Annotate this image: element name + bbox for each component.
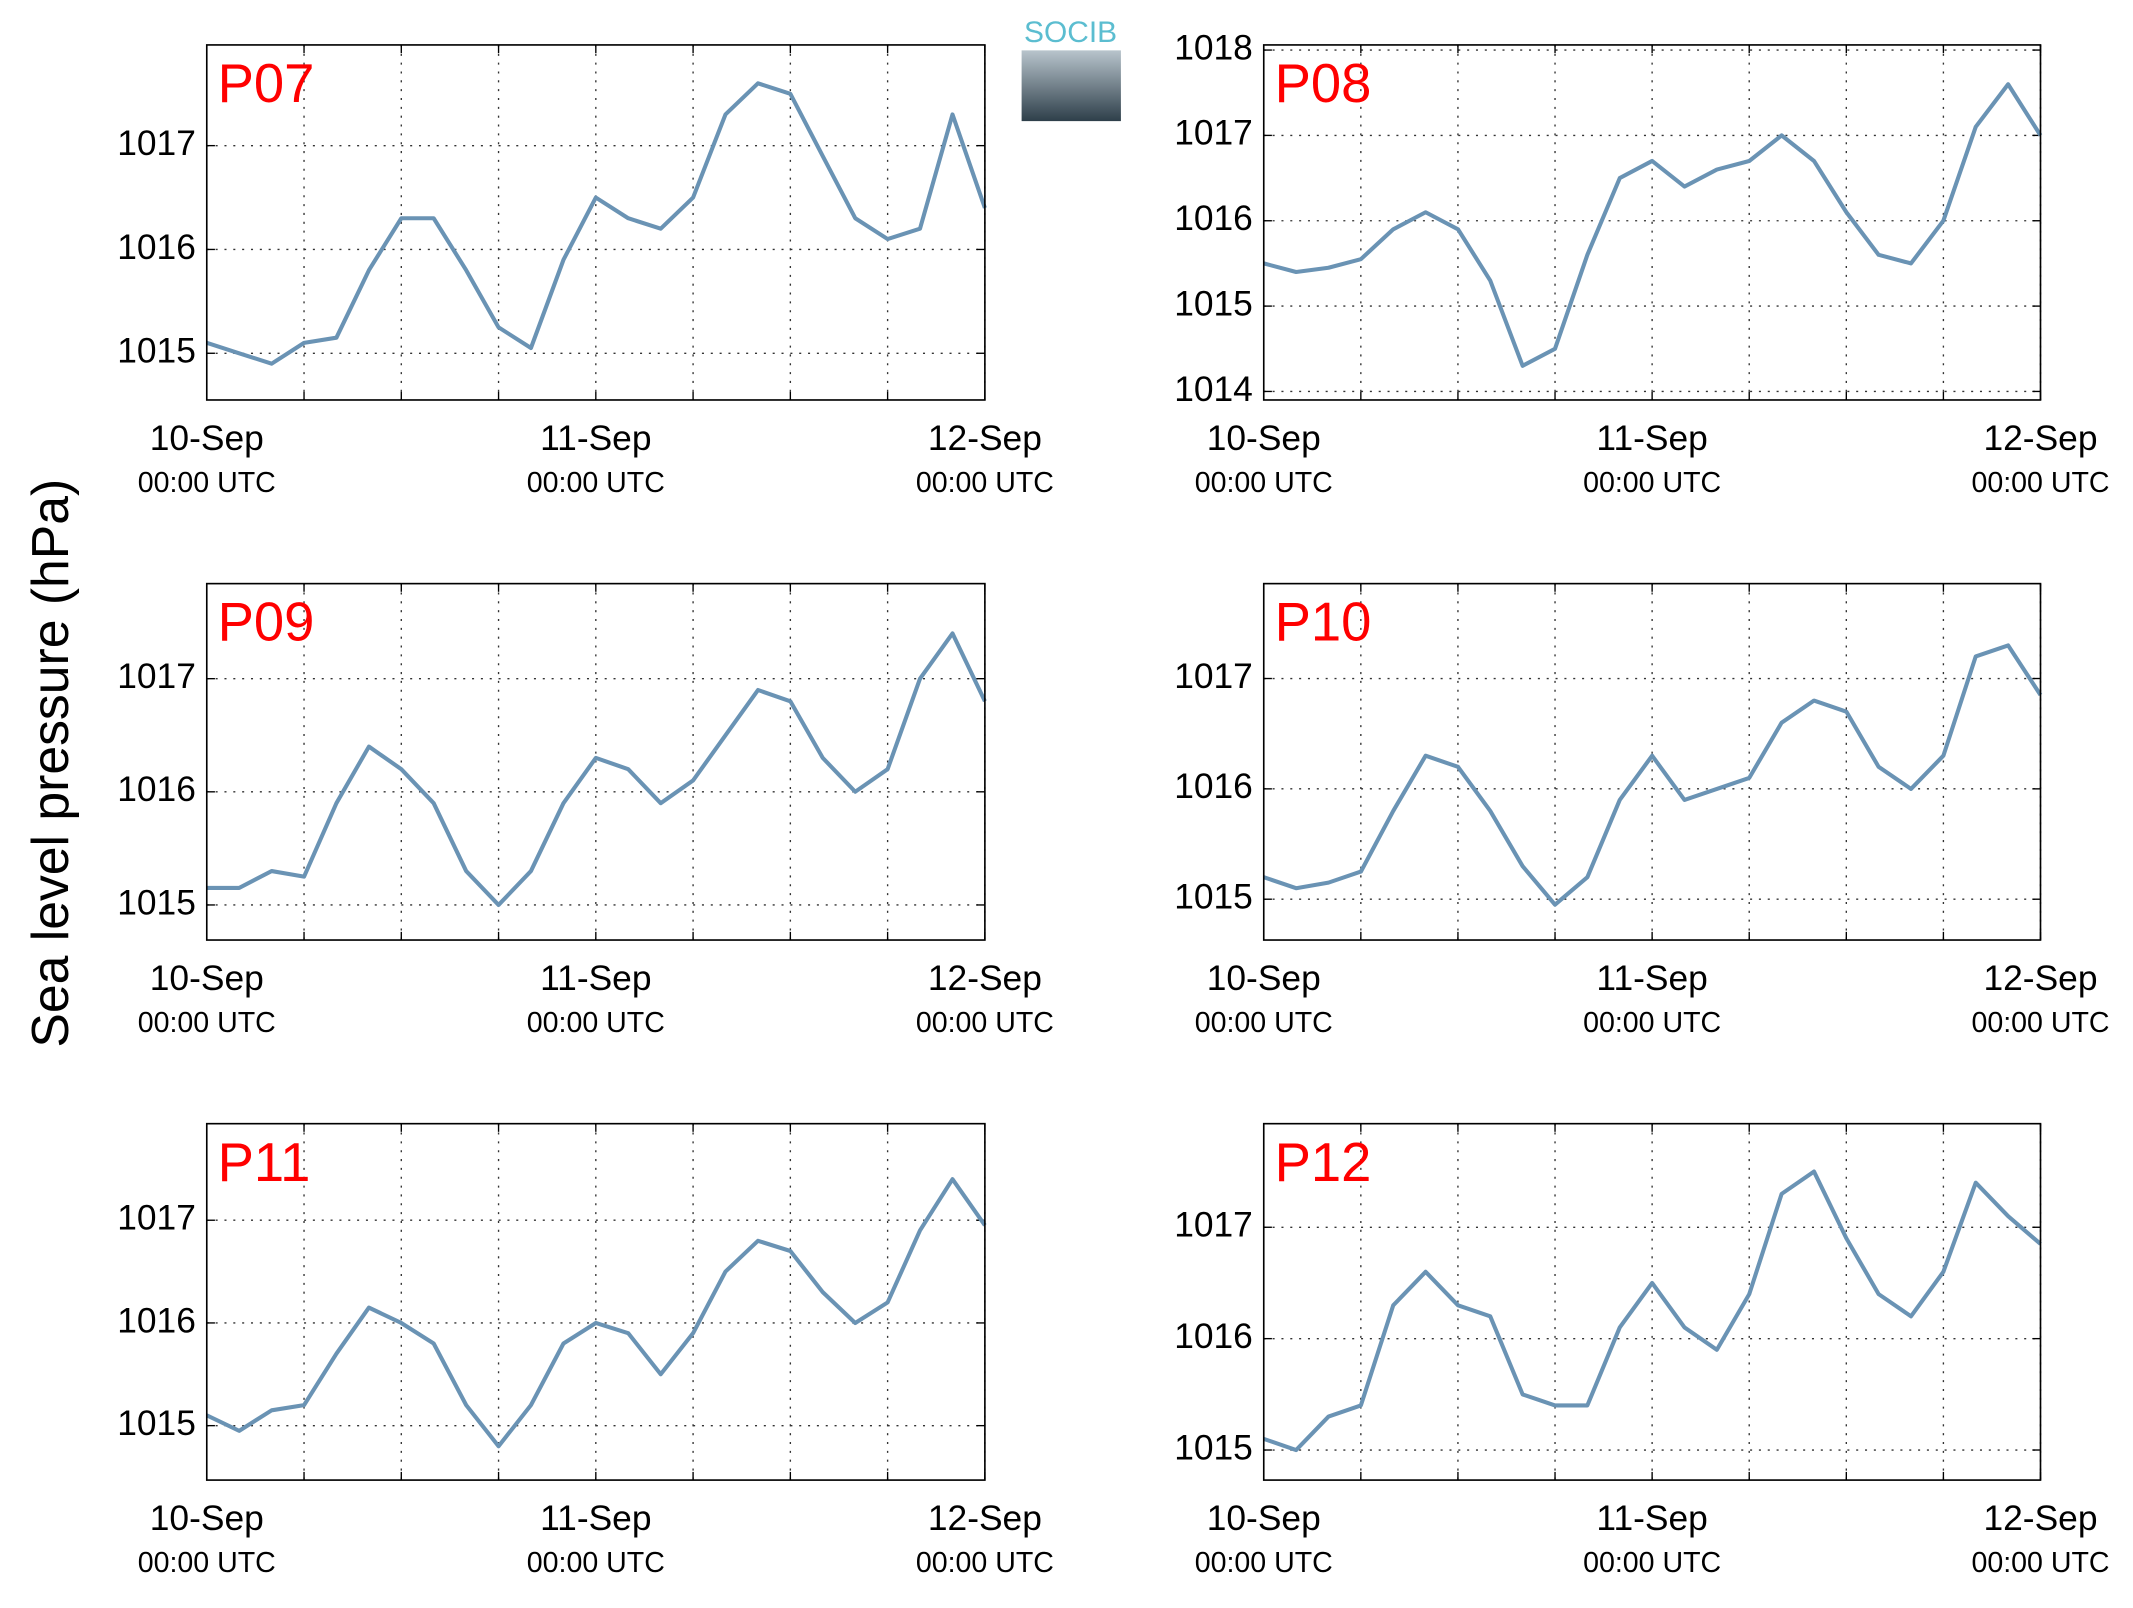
panel-title: P12 — [1275, 1132, 1372, 1193]
panel-title: P09 — [218, 592, 315, 653]
x-tick-label: 11-Sep — [1596, 959, 1707, 998]
y-tick-label: 1016 — [117, 228, 196, 267]
y-tick-label: 1016 — [117, 770, 196, 809]
plot-frame — [205, 44, 986, 401]
x-tick-label: 11-Sep — [540, 1499, 651, 1538]
panel: 1015 1016 1017 10-Sep 00:00 UTC 11-Sep 00:00 U… — [1174, 1122, 2110, 1579]
y-tick-label: 1017 — [117, 1199, 196, 1238]
panel: 1015 1016 1017 10-Sep 00:00 UTC 11-Sep 00:00 U… — [117, 582, 1054, 1039]
y-tick-label: 1015 — [1174, 1428, 1253, 1467]
panel: 1015 1016 1017 10-Sep 00:00 UTC 11-Sep 00:00 U… — [117, 44, 1054, 499]
x-tick-sublabel: 00:00 UTC — [1971, 1007, 2109, 1039]
x-tick-sublabel: 00:00 UTC — [527, 1007, 665, 1039]
x-tick-label: 11-Sep — [540, 419, 651, 458]
y-tick-label: 1017 — [1174, 114, 1253, 153]
data-line — [1263, 1169, 2042, 1453]
x-tick-label: 10-Sep — [150, 419, 264, 458]
x-tick-label: 12-Sep — [1983, 959, 2097, 998]
data-line — [1263, 82, 2043, 368]
y-tick-label: 1017 — [1174, 657, 1253, 696]
x-tick-sublabel: 00:00 UTC — [916, 467, 1054, 499]
y-axis-label: Sea level pressure (hPa) — [21, 479, 79, 1048]
x-tick-sublabel: 00:00 UTC — [527, 1547, 665, 1579]
panel-title: P11 — [218, 1132, 311, 1193]
x-tick-sublabel: 00:00 UTC — [1583, 1547, 1721, 1579]
y-tick-label: 1015 — [117, 332, 196, 371]
y-tick-label: 1015 — [1174, 878, 1253, 917]
x-tick-label: 10-Sep — [1207, 1499, 1321, 1538]
logo-text: SOCIB — [1024, 16, 1117, 49]
panel: 1015 1016 1017 10-Sep 00:00 UTC 11-Sep 00:00 U… — [117, 1122, 1054, 1579]
y-tick-label: 1015 — [117, 883, 196, 922]
data-line — [206, 631, 987, 907]
x-tick-sublabel: 00:00 UTC — [138, 1007, 276, 1039]
y-tick-label: 1018 — [1174, 28, 1253, 67]
logo-block — [1021, 50, 1121, 122]
y-tick-label: 1014 — [1174, 370, 1253, 409]
x-tick-sublabel: 00:00 UTC — [1195, 1547, 1333, 1579]
y-tick-label: 1017 — [1174, 1206, 1253, 1245]
y-tick-label: 1016 — [1174, 1317, 1253, 1356]
x-tick-sublabel: 00:00 UTC — [916, 1007, 1054, 1039]
x-tick-label: 10-Sep — [1207, 959, 1321, 998]
x-tick-label: 12-Sep — [928, 419, 1042, 458]
x-tick-label: 12-Sep — [1983, 1499, 2097, 1538]
y-tick-label: 1017 — [117, 657, 196, 696]
x-tick-label: 10-Sep — [150, 1499, 264, 1538]
x-tick-label: 11-Sep — [1596, 419, 1707, 458]
panel-title: P08 — [1275, 53, 1372, 114]
y-tick-label: 1017 — [117, 124, 196, 163]
panel-title: P10 — [1275, 592, 1372, 653]
logo: SOCIB — [1021, 16, 1121, 122]
x-tick-label: 11-Sep — [1596, 1499, 1707, 1538]
x-tick-label: 12-Sep — [928, 959, 1042, 998]
plot-frame — [205, 1122, 986, 1481]
x-tick-sublabel: 00:00 UTC — [138, 1547, 276, 1579]
panel: 1014 1015 1016 1017 1018 10-Sep 00:00 UTC 11-Se… — [1174, 28, 2109, 498]
x-tick-sublabel: 00:00 UTC — [1195, 467, 1333, 499]
x-tick-sublabel: 00:00 UTC — [1971, 1547, 2109, 1579]
x-tick-sublabel: 00:00 UTC — [527, 467, 665, 499]
x-tick-label: 10-Sep — [1207, 419, 1321, 458]
x-tick-label: 12-Sep — [928, 1499, 1042, 1538]
x-tick-label: 12-Sep — [1983, 419, 2097, 458]
y-tick-label: 1015 — [1174, 284, 1253, 323]
panel: 1015 1016 1017 10-Sep 00:00 UTC 11-Sep 00:00 U… — [1174, 582, 2110, 1039]
y-tick-label: 1016 — [1174, 767, 1253, 806]
plot-frame — [205, 582, 986, 941]
plot-frame — [1262, 1122, 2042, 1481]
x-tick-sublabel: 00:00 UTC — [1971, 467, 2109, 499]
y-tick-label: 1015 — [117, 1404, 196, 1443]
x-tick-sublabel: 00:00 UTC — [1583, 1007, 1721, 1039]
x-tick-sublabel: 00:00 UTC — [1195, 1007, 1333, 1039]
x-tick-label: 11-Sep — [540, 959, 651, 998]
y-tick-label: 1016 — [1174, 199, 1253, 238]
data-line — [205, 1177, 987, 1449]
x-tick-sublabel: 00:00 UTC — [138, 467, 276, 499]
y-tick-label: 1016 — [117, 1301, 196, 1340]
x-tick-label: 10-Sep — [150, 959, 264, 998]
data-line — [206, 81, 987, 366]
x-tick-sublabel: 00:00 UTC — [1583, 467, 1721, 499]
plot-frame — [1262, 44, 2042, 401]
panel-title: P07 — [218, 53, 315, 114]
x-tick-sublabel: 00:00 UTC — [916, 1547, 1054, 1579]
plot-frame — [1262, 582, 2042, 941]
data-line — [1263, 643, 2043, 907]
